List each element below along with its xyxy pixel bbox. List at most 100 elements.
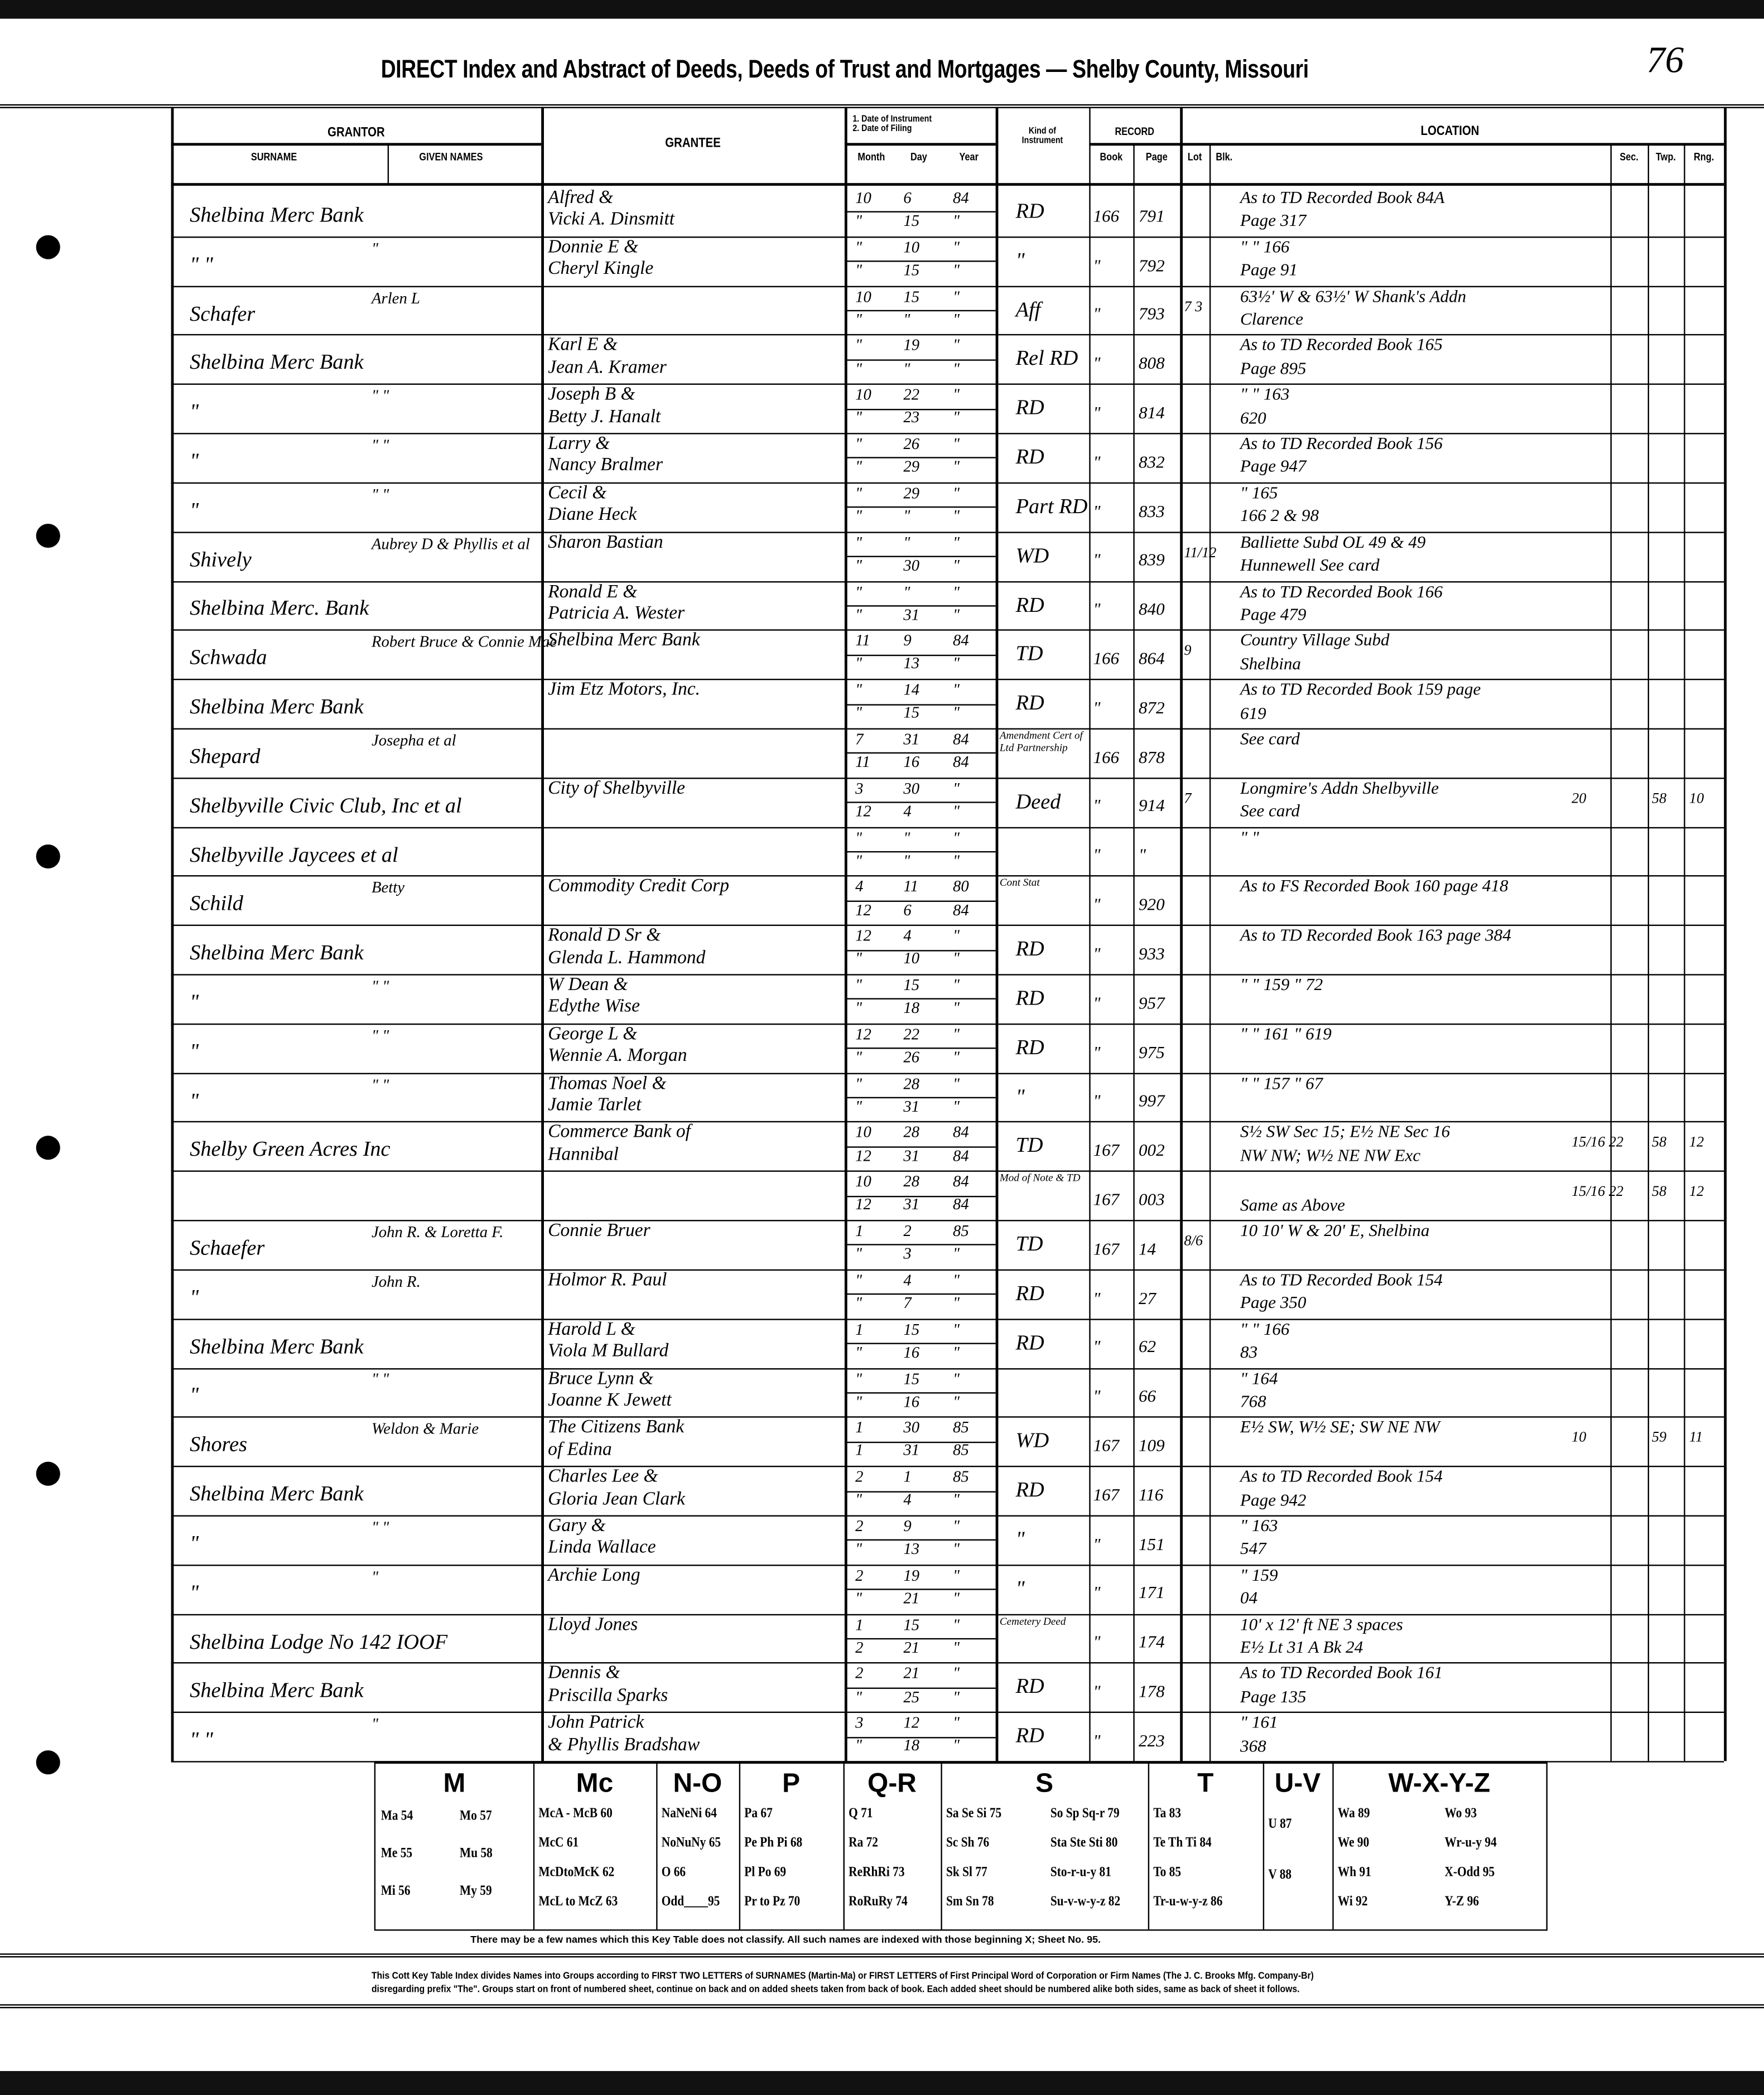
record-page: 116 [1138, 1484, 1164, 1504]
record-book: " [1093, 697, 1101, 718]
date-year: " [952, 1392, 960, 1411]
instrument-kind: Cont Stat [999, 877, 1040, 889]
location-line-2: 768 [1240, 1391, 1266, 1411]
grantee-line-1: Holmor R. Paul [548, 1270, 667, 1291]
header-location: LOCATION [1420, 124, 1479, 139]
key-entry: Pe Ph Pi 68 [744, 1836, 803, 1851]
instrument-kind: Deed [1015, 790, 1061, 814]
location-line-2: 368 [1240, 1735, 1266, 1755]
rule [844, 1539, 996, 1541]
record-row: " " " Joseph B & Betty J. Hanalt 10 22 " " 23 " RD… [171, 384, 1724, 435]
record-row: Shively Aubrey D & Phyllis et al Sharon Ba… [171, 532, 1724, 582]
record-page: 223 [1138, 1730, 1165, 1750]
grantor-surname: " [190, 1286, 199, 1310]
instrument-kind: " [1015, 249, 1025, 273]
grantee-line-2: Priscilla Sparks [548, 1686, 668, 1706]
rule [844, 949, 996, 951]
date-year: " [952, 1320, 960, 1339]
location-line-1: As to TD Recorded Book 166 [1240, 580, 1443, 601]
date-month: 10 [855, 385, 871, 404]
location-line-1: " " 159 " 72 [1240, 974, 1323, 995]
key-entry: McL to McZ 63 [538, 1894, 618, 1910]
grantee-line-1: Larry & [548, 434, 610, 455]
grantor-surname: Shelbina Merc Bank [190, 204, 364, 228]
grantee-line-1: Ronald D Sr & [548, 926, 661, 947]
binder-hole [36, 844, 60, 869]
grantee-line-1: Ronald E & [548, 582, 638, 602]
date-year: " [952, 385, 960, 404]
record-page: 27 [1138, 1287, 1156, 1308]
grantor-surname: Shelbina Merc. Bank [190, 597, 369, 621]
date-month: " [855, 237, 862, 257]
grantor-surname: " [190, 1384, 199, 1408]
key-entry: V 88 [1268, 1867, 1292, 1883]
date-month: 1 [855, 1418, 864, 1437]
rule [844, 802, 996, 804]
location-line-1: As to TD Recorded Book 156 [1240, 433, 1443, 453]
location-line-1: " " 166 [1240, 236, 1290, 257]
key-entry: Ma 54 [380, 1809, 413, 1824]
date-year: " [952, 237, 960, 257]
rule [844, 1392, 996, 1394]
date-month: 2 [855, 1565, 864, 1585]
header-given-names: GIVEN NAMES [419, 151, 483, 163]
record-book: 167 [1093, 1238, 1120, 1259]
binder-hole [36, 235, 60, 259]
grantee-line-1: Alfred & [548, 188, 614, 209]
record-book: " [1093, 1041, 1101, 1062]
instrument-kind: RD [1015, 692, 1044, 715]
record-page: 864 [1138, 648, 1165, 668]
grantor-surname: Shelbina Merc Bank [190, 1680, 364, 1703]
location-line-1: " 165 [1240, 482, 1278, 503]
date-day: 9 [903, 631, 912, 650]
date-year: 85 [952, 1467, 969, 1486]
grantee-line-1: Connie Bruer [548, 1221, 650, 1242]
date-year: " [952, 408, 960, 427]
record-book: " [1093, 894, 1101, 914]
date-year: 84 [952, 752, 969, 771]
record-row: Shelbina Merc. Bank Ronald E & Patricia A.… [171, 581, 1724, 631]
rule [844, 107, 847, 1761]
date-day: 19 [903, 1565, 920, 1585]
key-entry: Tr-u-w-y-z 86 [1153, 1894, 1223, 1910]
record-row: Shelbina Merc Bank Alfred & Vicki A. Dinsm… [171, 187, 1724, 238]
grantor-surname: Shelbina Merc Bank [190, 1483, 364, 1506]
instrument-kind: Amendment Cert of Ltd Partnership [999, 729, 1083, 754]
date-month: " [855, 703, 862, 722]
record-row: Shelbina Merc Bank Karl E & Jean A. Kramer… [171, 335, 1724, 385]
record-row: " " " Gary & Linda Wallace 2 9 " " 13 " " " 151 " 163… [171, 1515, 1724, 1566]
date-month: 11 [855, 752, 870, 771]
date-month: 12 [855, 926, 871, 945]
date-year: 80 [952, 877, 969, 896]
grantor-surname: " [190, 991, 199, 1015]
location-line-2: E½ Lt 31 A Bk 24 [1240, 1637, 1363, 1657]
location-line-1: Longmire's Addn Shelbyville [1240, 777, 1439, 798]
date-day: 30 [903, 556, 920, 575]
date-year: " [952, 654, 960, 673]
header-rng: Rng. [1694, 151, 1714, 163]
rule [844, 1343, 996, 1345]
record-book: " [1093, 254, 1101, 275]
grantor-given-names: " " [371, 1026, 389, 1045]
grantee-line-2: Glenda L. Hammond [548, 948, 706, 968]
key-entry: Su-v-w-y-z 82 [1049, 1894, 1120, 1910]
date-day: " [903, 506, 910, 525]
rule [844, 1638, 996, 1640]
grantee-line-1: Sharon Bastian [548, 533, 663, 553]
header-twp: Twp. [1656, 151, 1676, 163]
record-row: " John R. Holmor R. Paul " 4 " " 7 " RD " 27 As to T… [171, 1269, 1724, 1320]
key-entry: ReRhRi 73 [849, 1865, 905, 1880]
rule [1180, 107, 1183, 1761]
grantee-line-2: Gloria Jean Clark [548, 1489, 686, 1509]
rule [844, 851, 996, 853]
date-month: 12 [855, 900, 871, 919]
date-month: 10 [855, 287, 871, 306]
date-year: " [952, 457, 960, 476]
date-year: " [952, 1047, 960, 1066]
key-entry: X-Odd 95 [1444, 1865, 1495, 1880]
record-row: " " Archie Long 2 19 " " 21 " " " 171 " 159 04 [171, 1565, 1724, 1615]
date-month: " [855, 1369, 862, 1388]
date-day: 30 [903, 778, 920, 798]
header-blk: Blk. [1216, 151, 1233, 163]
location-line-2: Page 947 [1240, 456, 1307, 476]
